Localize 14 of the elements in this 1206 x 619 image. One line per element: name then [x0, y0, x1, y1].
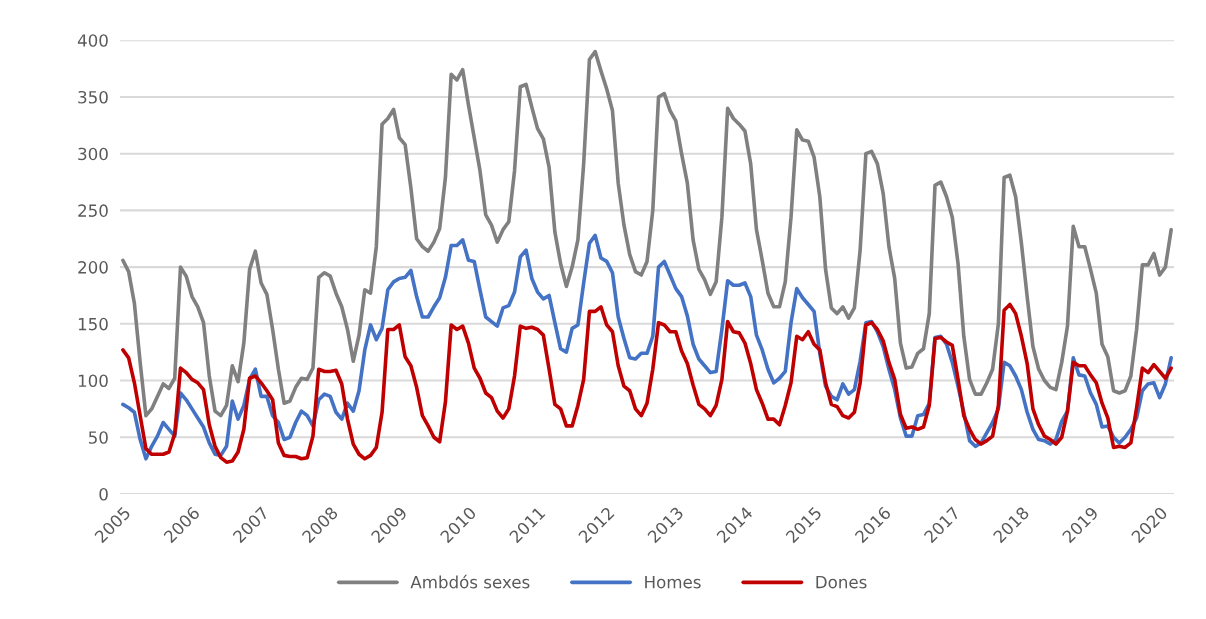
y-tick-label: 400 [77, 34, 108, 47]
y-tick-label: 300 [78, 147, 108, 161]
line-series [121, 49, 1173, 418]
y-tick-label: 0 [99, 487, 108, 501]
line-series [121, 302, 1173, 465]
y-tick-label: 350 [78, 90, 108, 104]
y-tick-label: 200 [78, 261, 108, 274]
y-tick-label: 150 [78, 317, 108, 331]
y-tick-label: 250 [78, 204, 108, 217]
y-tick-label: 50 [88, 431, 108, 444]
legend-label: Dones [816, 576, 867, 589]
y-tick-label: 100 [78, 374, 108, 388]
legend-label: Ambdós sexes [410, 574, 530, 589]
legend-label: Homes [645, 576, 701, 589]
